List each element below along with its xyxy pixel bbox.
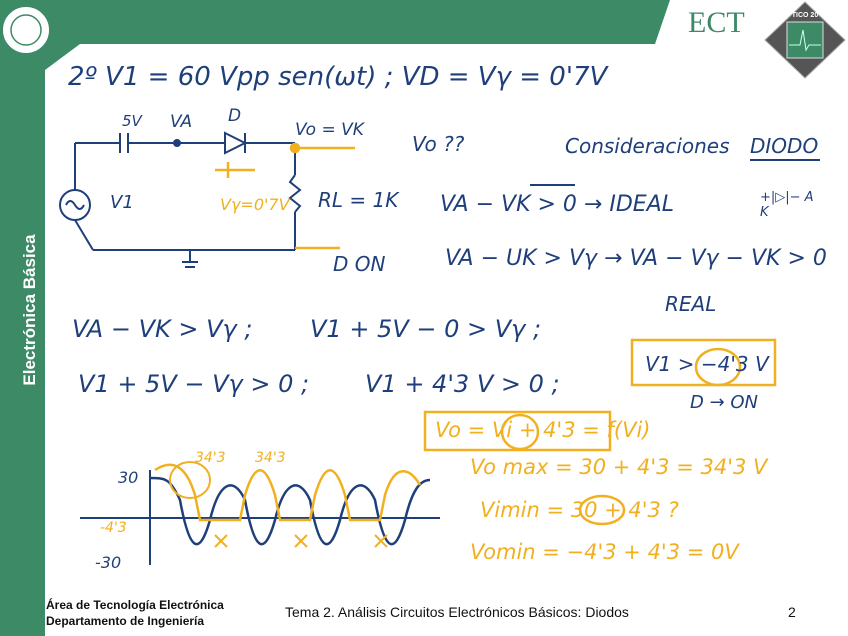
equation-4: V1 + 4'3 V > 0 ; — [365, 370, 560, 398]
d-on-2: D → ON — [690, 392, 759, 413]
equation-2: V1 + 5V − 0 > Vγ ; — [310, 315, 542, 343]
vimin: Vimin = 30 + 4'3 ? — [480, 498, 679, 522]
box2-text: Vo = Vi + 4'3 = f(Vi) — [435, 418, 651, 442]
chip-label: TICO 20 — [791, 12, 819, 19]
wave-bottom-label: -30 — [95, 553, 122, 572]
title-line: 2º V1 = 60 Vpp sen(ωt) ; VD = Vγ = 0'7V — [68, 62, 608, 92]
waveform-plot — [80, 461, 440, 565]
diode-symbol: +|▷|− A K — [760, 190, 814, 220]
university-seal-icon — [1, 5, 51, 55]
diode-label: D — [228, 106, 242, 126]
circuit-drawing — [59, 131, 302, 268]
vo-label: Vo = VK — [295, 120, 364, 140]
cap-label: 5V — [122, 112, 142, 130]
wave-peak1: 34'3 — [195, 450, 226, 466]
wave-offset-label: -4'3 — [100, 520, 127, 536]
input-waveform — [149, 476, 431, 546]
sidebar-band — [0, 0, 45, 636]
wave-peak2: 34'3 — [255, 450, 286, 466]
footer-topic: Tema 2. Análisis Circuitos Electrónicos … — [285, 604, 629, 620]
equation-3: V1 + 5V − Vγ > 0 ; — [78, 370, 310, 398]
real-condition: VA − UK > Vγ → VA − Vγ − VK > 0 — [445, 246, 827, 271]
footer-department: Departamento de Ingeniería — [46, 614, 205, 628]
vgamma-label: Vγ=0'7V — [220, 195, 290, 214]
equation-1: VA − VK > Vγ ; — [72, 315, 253, 343]
d-on-label: D ON — [333, 252, 386, 276]
ect-logo-text: ECT — [688, 6, 745, 39]
footer-area: Área de Tecnología Electrónica — [46, 598, 224, 612]
vomin: Vomin = −4'3 + 4'3 = 0V — [470, 540, 739, 564]
vo-question: Vo ?? — [412, 132, 465, 156]
real-label: REAL — [665, 292, 717, 316]
va-label: VA — [170, 112, 193, 132]
wave-top-label: 30 — [118, 468, 139, 487]
sidebar-title: Electrónica Básica — [20, 234, 39, 386]
rl-label: RL = 1K — [318, 188, 399, 212]
source-label: V1 — [110, 192, 134, 213]
output-waveform — [154, 463, 422, 522]
ideal-condition: VA − VK > 0 → IDEAL — [440, 192, 674, 217]
result-box-1 — [630, 338, 777, 387]
diodo-heading: DIODO — [750, 134, 819, 158]
vomax: Vo max = 30 + 4'3 = 34'3 V — [470, 455, 768, 479]
page-number: 2 — [788, 604, 796, 620]
box1-text: V1 > −4'3 V — [645, 352, 769, 376]
consideraciones: Consideraciones — [565, 134, 730, 158]
